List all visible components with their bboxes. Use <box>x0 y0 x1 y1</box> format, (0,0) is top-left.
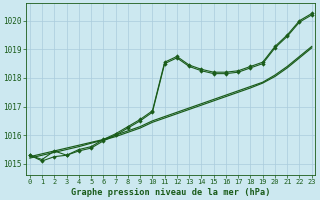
X-axis label: Graphe pression niveau de la mer (hPa): Graphe pression niveau de la mer (hPa) <box>71 188 270 197</box>
